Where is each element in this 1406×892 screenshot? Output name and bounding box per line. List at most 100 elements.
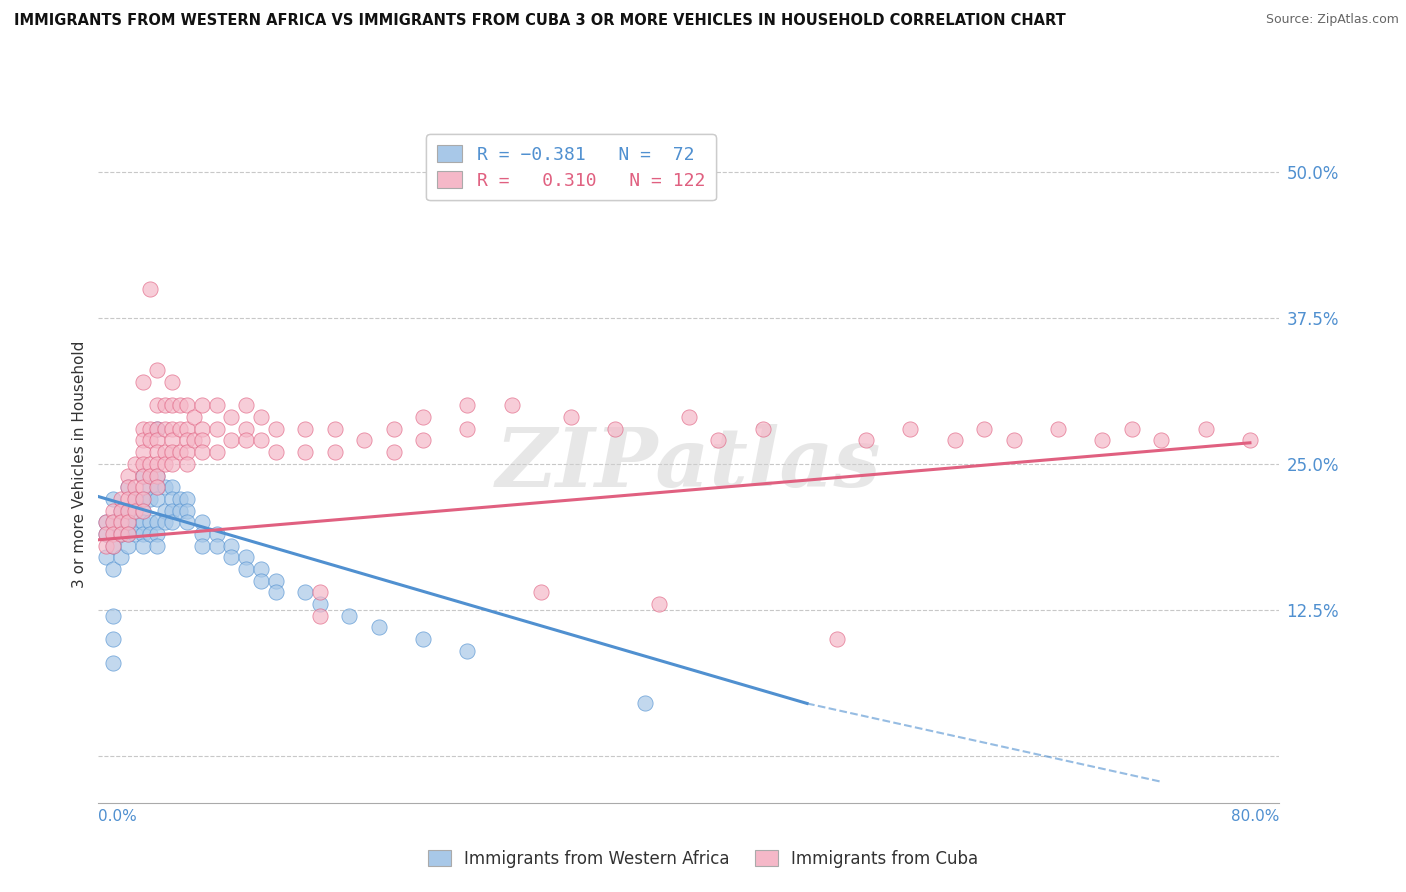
Point — [153, 457, 176, 471]
Point — [162, 503, 183, 517]
Point — [169, 503, 191, 517]
Point — [219, 410, 242, 425]
Point — [132, 491, 155, 506]
Point — [169, 445, 191, 459]
Point — [132, 375, 155, 389]
Point — [169, 422, 191, 436]
Point — [162, 422, 183, 436]
Point — [103, 516, 125, 530]
Point — [103, 562, 125, 576]
Point — [825, 632, 848, 647]
Point — [162, 491, 183, 506]
Point — [146, 468, 169, 483]
Point — [153, 422, 176, 436]
Point — [146, 516, 169, 530]
Point — [162, 457, 183, 471]
Point — [146, 468, 169, 483]
Point — [191, 539, 214, 553]
Text: 0.0%: 0.0% — [98, 809, 138, 823]
Point — [176, 398, 198, 412]
Point — [162, 516, 183, 530]
Point — [139, 516, 162, 530]
Point — [309, 608, 332, 623]
Point — [117, 527, 139, 541]
Point — [132, 457, 155, 471]
Point — [294, 585, 316, 599]
Point — [219, 434, 242, 448]
Point — [139, 434, 162, 448]
Point — [124, 457, 146, 471]
Point — [117, 516, 139, 530]
Point — [146, 422, 169, 436]
Text: Source: ZipAtlas.com: Source: ZipAtlas.com — [1265, 13, 1399, 27]
Point — [110, 491, 132, 506]
Point — [110, 550, 132, 565]
Point — [132, 539, 155, 553]
Point — [412, 434, 434, 448]
Point — [751, 422, 773, 436]
Point — [117, 527, 139, 541]
Point — [605, 422, 627, 436]
Point — [103, 656, 125, 670]
Point — [94, 527, 117, 541]
Point — [153, 480, 176, 494]
Point — [117, 491, 139, 506]
Point — [1121, 422, 1143, 436]
Point — [124, 503, 146, 517]
Point — [94, 539, 117, 553]
Point — [153, 445, 176, 459]
Point — [235, 422, 257, 436]
Point — [139, 422, 162, 436]
Point — [139, 281, 162, 295]
Point — [117, 480, 139, 494]
Point — [146, 363, 169, 377]
Point — [132, 468, 155, 483]
Point — [1195, 422, 1218, 436]
Point — [94, 527, 117, 541]
Point — [139, 468, 162, 483]
Point — [900, 422, 922, 436]
Point — [501, 398, 523, 412]
Point — [103, 608, 125, 623]
Point — [264, 585, 287, 599]
Point — [94, 550, 117, 565]
Point — [132, 527, 155, 541]
Point — [117, 539, 139, 553]
Point — [382, 422, 405, 436]
Point — [235, 562, 257, 576]
Legend: Immigrants from Western Africa, Immigrants from Cuba: Immigrants from Western Africa, Immigran… — [420, 844, 986, 875]
Point — [191, 516, 214, 530]
Point — [176, 434, 198, 448]
Point — [103, 527, 125, 541]
Point — [353, 434, 375, 448]
Point — [146, 445, 169, 459]
Point — [191, 398, 214, 412]
Point — [132, 445, 155, 459]
Point — [560, 410, 582, 425]
Point — [132, 516, 155, 530]
Point — [162, 434, 183, 448]
Point — [205, 398, 228, 412]
Point — [110, 516, 132, 530]
Point — [250, 562, 273, 576]
Point — [707, 434, 730, 448]
Text: ZIPatlas: ZIPatlas — [496, 424, 882, 504]
Point — [855, 434, 877, 448]
Point — [176, 445, 198, 459]
Point — [162, 445, 183, 459]
Point — [456, 422, 478, 436]
Point — [162, 375, 183, 389]
Point — [250, 410, 273, 425]
Text: 80.0%: 80.0% — [1232, 809, 1279, 823]
Point — [103, 539, 125, 553]
Point — [1046, 422, 1069, 436]
Point — [146, 539, 169, 553]
Point — [103, 516, 125, 530]
Point — [264, 574, 287, 588]
Point — [219, 539, 242, 553]
Legend: R = −0.381   N =  72, R =   0.310   N = 122: R = −0.381 N = 72, R = 0.310 N = 122 — [426, 134, 716, 201]
Point — [132, 468, 155, 483]
Point — [94, 516, 117, 530]
Point — [176, 491, 198, 506]
Point — [1239, 434, 1261, 448]
